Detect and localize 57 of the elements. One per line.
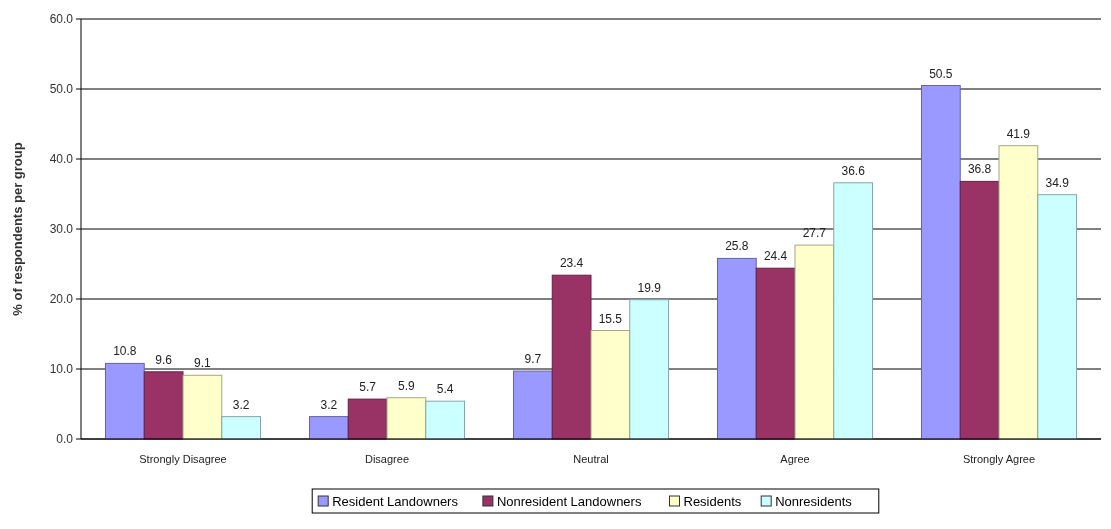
bar [143,371,184,440]
y-tick-label: 30.0 [49,222,74,237]
legend-label: Nonresident Landowners [496,493,642,509]
bar [104,362,145,440]
y-tick-label: 10.0 [49,362,74,377]
legend-label: Nonresidents [775,493,853,509]
data-label: 3.2 [232,397,250,412]
bar [182,374,223,440]
data-label: 5.4 [436,382,454,397]
data-label: 9.6 [155,352,173,367]
bar [551,274,592,440]
bar [308,416,349,440]
bar [512,370,553,440]
x-tick-label: Agree [780,453,810,465]
data-label: 9.7 [524,352,542,367]
data-label: 9.1 [194,356,212,371]
data-label: 3.2 [320,397,338,412]
bar [590,330,631,440]
x-tick-label: Disagree [364,453,410,465]
bar [755,267,796,440]
y-tick-label: 60.0 [49,12,74,27]
data-label: 5.9 [398,378,416,393]
y-tick-label: 0.0 [56,432,74,447]
x-tick-label: Strongly Agree [962,453,1036,465]
legend-label: Residents [683,493,742,509]
data-label: 36.8 [967,162,992,177]
bar [998,145,1039,440]
y-tick-label: 40.0 [49,152,74,167]
y-tick-label: 20.0 [49,292,74,307]
data-label: 50.5 [929,66,953,81]
data-label: 24.4 [763,249,788,264]
x-tick-label: Neutral [573,453,609,465]
bar [959,180,1000,440]
data-label: 23.4 [559,256,584,271]
data-label: 41.9 [1006,126,1031,141]
legend-label: Resident Landowners [332,493,459,509]
bar [920,85,961,440]
bar [833,182,874,440]
bar [221,416,262,440]
bar [1037,194,1078,440]
data-label: 10.8 [113,344,137,359]
x-tick-label: Strongly Disagree [139,453,227,465]
bar [629,299,670,440]
data-label: 5.7 [359,380,377,395]
data-label: 34.9 [1045,175,1070,190]
bar [386,397,427,440]
data-label: 27.7 [802,226,827,241]
data-label: 25.8 [725,239,749,254]
data-label: 15.5 [598,311,623,326]
data-label: 19.9 [637,280,662,295]
bar [347,398,388,440]
bar [794,244,835,440]
bar [716,257,757,440]
data-label: 36.6 [841,163,866,178]
y-tick-label: 50.0 [49,82,74,97]
y-axis-title: % of respondents per group [10,142,25,316]
bar [425,400,466,440]
